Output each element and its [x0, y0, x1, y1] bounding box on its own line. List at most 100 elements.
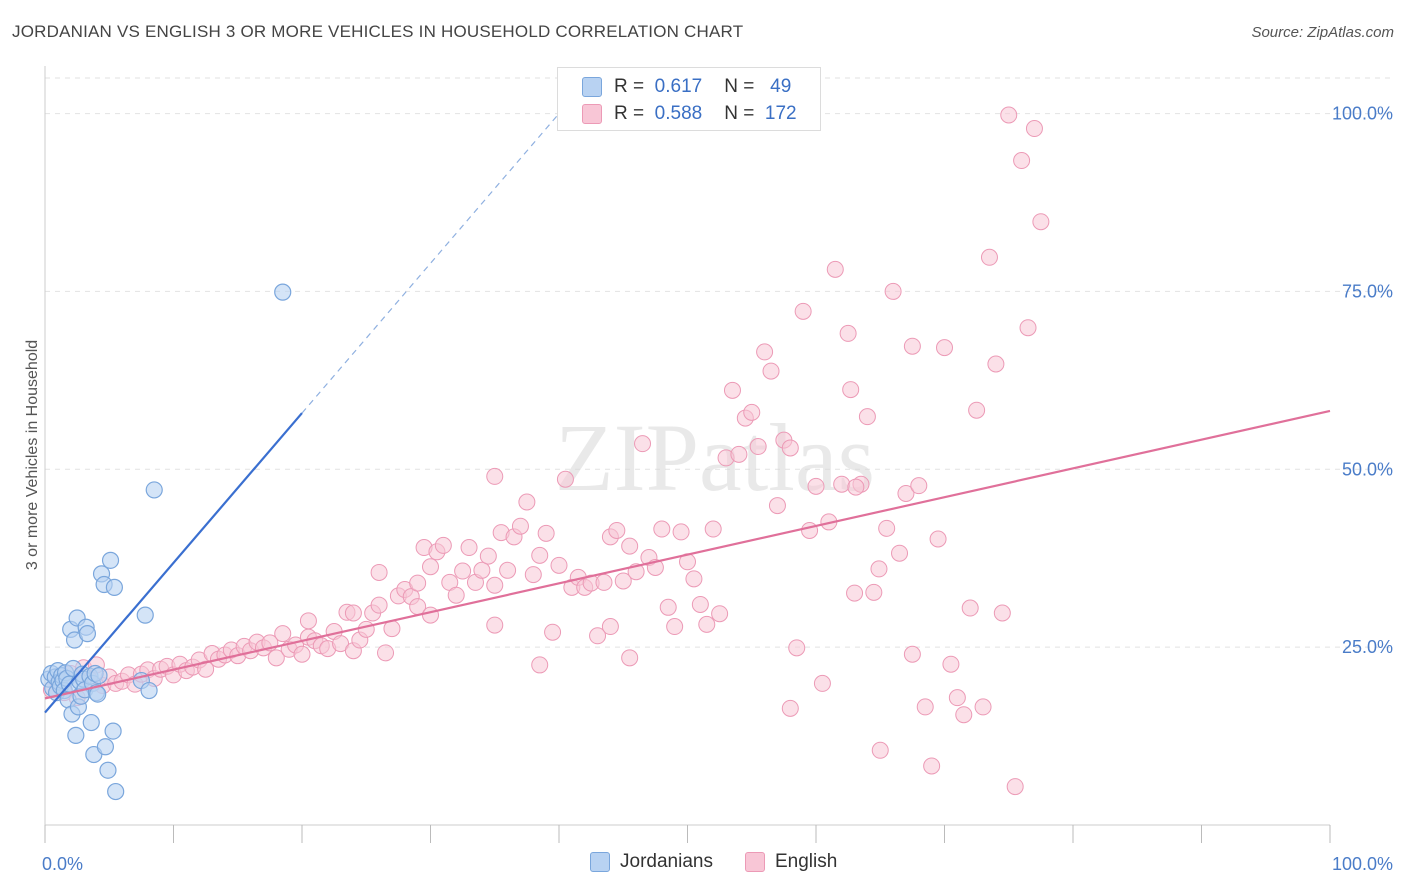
english-point	[344, 604, 362, 622]
english-point	[846, 584, 864, 602]
english-point	[813, 674, 831, 692]
english-point	[454, 562, 472, 580]
english-point	[749, 438, 767, 456]
r-label: R =	[614, 76, 645, 97]
english-point	[486, 467, 504, 485]
english-point	[923, 757, 941, 775]
english-point	[531, 656, 549, 674]
english-point	[332, 635, 350, 653]
english-point	[891, 544, 909, 562]
jordanian-trend-line	[44, 412, 303, 714]
jordanian-series	[40, 283, 292, 801]
legend-row-english: R = 0.588 N = 172	[582, 101, 797, 127]
english-point	[621, 649, 639, 667]
english-point	[621, 537, 639, 555]
r-value: 0.588	[654, 103, 703, 124]
english-point	[1019, 319, 1037, 337]
english-point	[634, 435, 652, 453]
jordanian-point	[101, 551, 120, 569]
english-point	[1032, 213, 1050, 231]
english-point	[1006, 778, 1024, 796]
english-point	[531, 546, 549, 564]
english-point	[293, 645, 311, 663]
english-point	[518, 493, 536, 511]
english-point	[762, 362, 780, 380]
english-point	[1013, 152, 1031, 170]
jordanian-trend-extension	[301, 113, 560, 414]
english-point	[870, 560, 888, 578]
english-point	[807, 477, 825, 495]
english-point	[422, 606, 439, 624]
english-series	[42, 105, 1050, 796]
english-point	[556, 470, 574, 488]
jordanian-point	[274, 283, 292, 301]
english-point	[897, 484, 915, 502]
y-tick-label: 50.0%	[1342, 459, 1393, 479]
english-point	[595, 573, 613, 591]
r-label: R =	[614, 103, 645, 124]
english-point	[1025, 120, 1043, 138]
jordanian-point	[107, 782, 125, 801]
y-tick-label: 75.0%	[1342, 281, 1393, 301]
legend-label: English	[774, 851, 838, 872]
english-point	[370, 563, 388, 581]
legend-label: Jordanians	[620, 851, 713, 872]
english-point	[608, 521, 626, 539]
english-point	[903, 645, 921, 663]
english-point	[544, 623, 562, 641]
english-point	[473, 561, 491, 579]
english-point	[878, 519, 896, 537]
english-point	[524, 566, 542, 584]
english-point	[460, 539, 478, 557]
english-point	[370, 596, 388, 614]
x-tick-label: 0.0%	[42, 854, 83, 874]
english-point	[781, 699, 799, 717]
jordanian-point	[82, 713, 100, 732]
n-label: N =	[724, 76, 755, 97]
english-point	[274, 625, 292, 643]
jordanian-point	[96, 738, 114, 756]
tick-labels: 25.0% 50.0% 75.0% 100.0% 0.0% 100.0%	[42, 104, 1393, 874]
trend-lines	[44, 113, 1331, 714]
jordanian-swatch	[590, 852, 610, 872]
english-point	[768, 497, 786, 515]
english-swatch	[744, 852, 765, 872]
english-point	[1000, 106, 1018, 124]
jordanian-point	[104, 722, 122, 740]
english-point	[447, 586, 465, 604]
english-trend-line	[44, 409, 1331, 700]
english-point	[826, 260, 844, 278]
english-point	[847, 478, 865, 496]
english-point	[865, 583, 883, 601]
english-point	[788, 639, 806, 657]
english-point	[511, 517, 529, 535]
english-point	[486, 616, 504, 634]
english-point	[711, 605, 729, 623]
english-point	[955, 706, 973, 724]
english-point	[434, 536, 452, 554]
english-point	[884, 282, 902, 300]
english-point	[968, 401, 986, 419]
english-point	[993, 604, 1011, 622]
english-point	[801, 521, 819, 539]
english-point	[691, 595, 709, 613]
english-point	[377, 644, 395, 662]
english-point	[653, 520, 671, 538]
english-point	[479, 547, 497, 565]
legend-item-english: English	[744, 851, 838, 873]
axes	[44, 66, 1331, 843]
gridlines	[45, 77, 1395, 648]
jordanian-swatch	[582, 77, 602, 97]
english-point	[730, 445, 748, 463]
y-axis-label: 3 or more Vehicles in Household	[24, 340, 41, 570]
english-point	[743, 403, 761, 421]
r-value: 0.617	[654, 76, 703, 97]
english-point	[936, 339, 953, 357]
english-point	[672, 523, 690, 541]
legend-item-jordanians: Jordanians	[590, 851, 713, 873]
x-tick-label: 100.0%	[1332, 854, 1393, 874]
jordanian-point	[99, 761, 117, 779]
english-point	[537, 524, 555, 542]
english-point	[903, 337, 921, 355]
english-point	[756, 343, 774, 361]
